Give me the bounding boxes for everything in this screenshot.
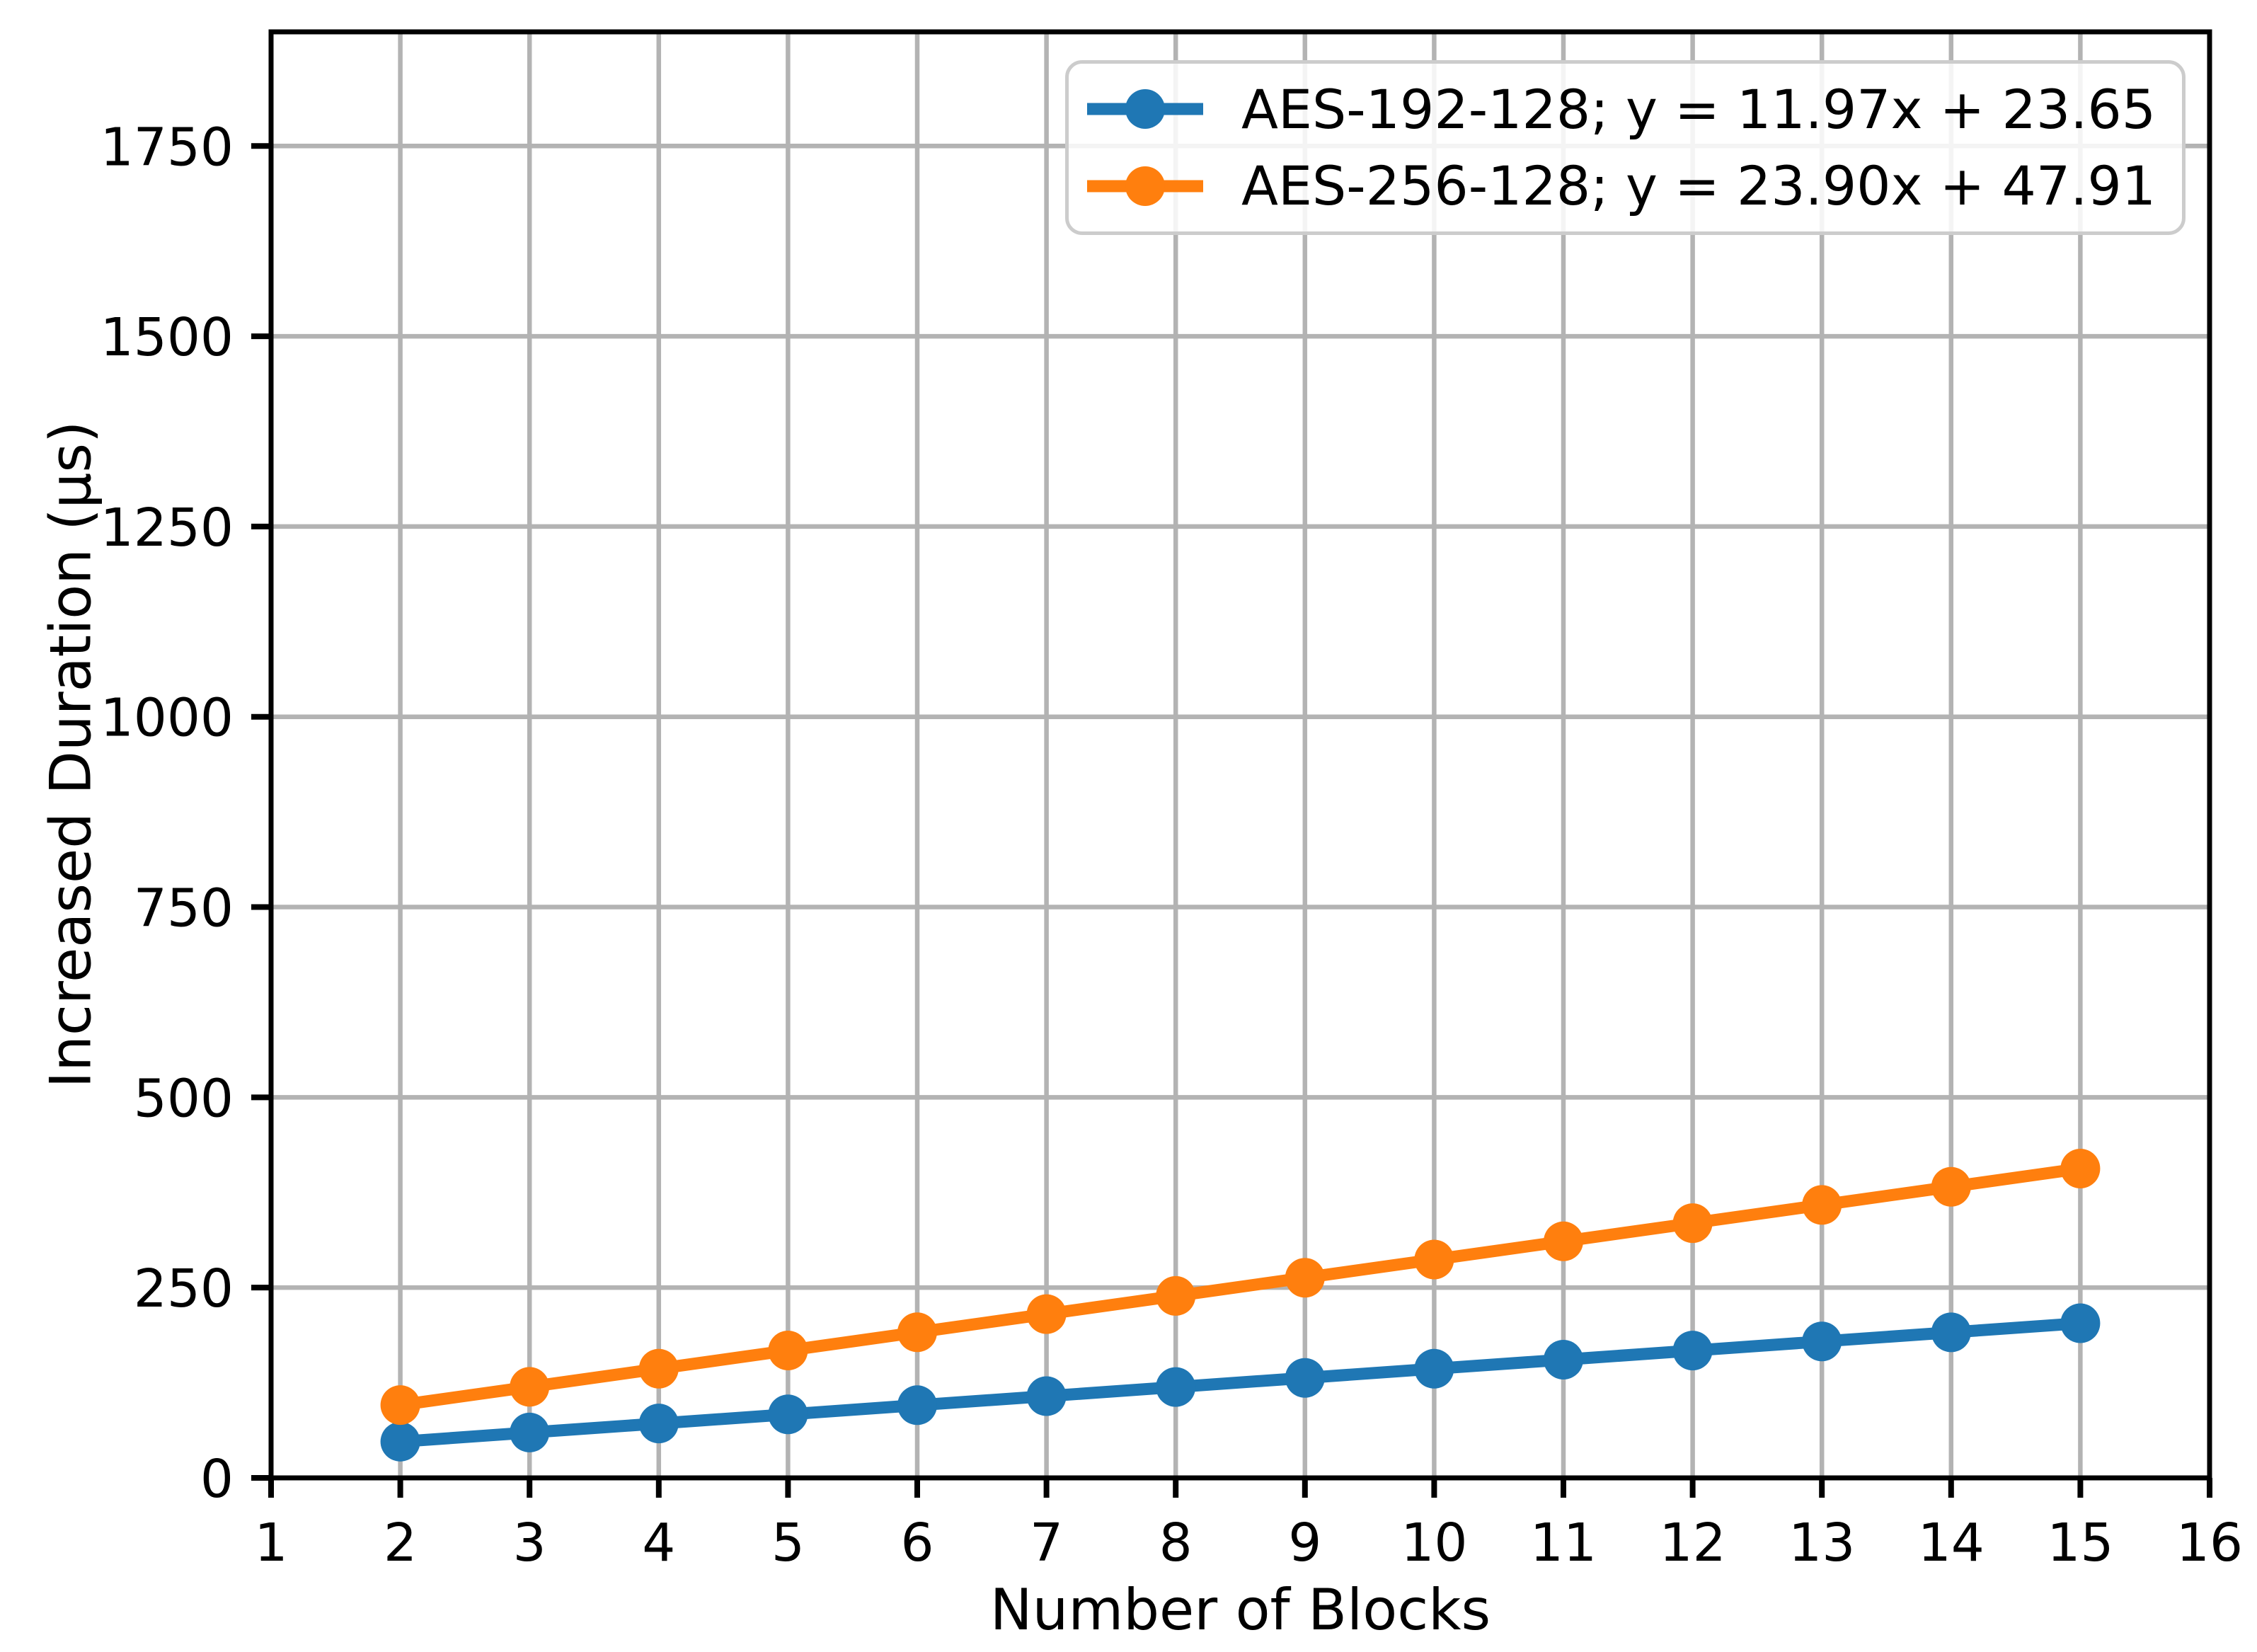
data-point-aes-192-128 xyxy=(380,1421,420,1462)
y-tick-label: 250 xyxy=(134,1258,234,1319)
plot-border xyxy=(268,29,2212,1481)
data-point-aes-256-128 xyxy=(1026,1294,1067,1334)
legend-item: AES-256-128; y = 23.90x + 47.91 xyxy=(1084,154,2182,217)
y-tick-label: 1750 xyxy=(100,117,234,178)
data-point-aes-256-128 xyxy=(1802,1185,1842,1225)
data-point-aes-256-128 xyxy=(1931,1166,1971,1207)
y-axis-title: Increased Duration (µs) xyxy=(38,420,104,1089)
x-tick-label: 4 xyxy=(642,1513,675,1573)
data-point-aes-192-128 xyxy=(1414,1348,1454,1389)
x-tick-label: 14 xyxy=(1918,1513,1985,1573)
data-point-aes-192-128 xyxy=(1802,1321,1842,1362)
x-tick-label: 2 xyxy=(384,1513,417,1573)
x-tick-label: 8 xyxy=(1159,1513,1193,1573)
x-tick-label: 1 xyxy=(254,1513,287,1573)
legend-item: AES-192-128; y = 11.97x + 23.65 xyxy=(1084,78,2182,141)
y-tick-label: 500 xyxy=(134,1068,234,1129)
x-tick-label: 16 xyxy=(2176,1513,2243,1573)
data-point-aes-256-128 xyxy=(510,1367,550,1407)
y-tick-label: 1000 xyxy=(100,688,234,749)
series-line-aes-192-128 xyxy=(400,1317,2081,1448)
data-point-aes-256-128 xyxy=(2060,1149,2101,1189)
x-tick-label: 12 xyxy=(1660,1513,1726,1573)
legend: AES-192-128; y = 11.97x + 23.65 AES-256-… xyxy=(1065,60,2186,235)
data-point-aes-192-128 xyxy=(1156,1367,1196,1407)
data-point-aes-256-128 xyxy=(1156,1275,1196,1316)
y-tick-label: 750 xyxy=(134,878,234,939)
data-point-aes-256-128 xyxy=(768,1331,808,1371)
x-axis-title: Number of Blocks xyxy=(989,1577,1491,1643)
data-point-aes-192-128 xyxy=(638,1404,679,1444)
x-tick-label: 11 xyxy=(1530,1513,1597,1573)
data-point-aes-192-128 xyxy=(2060,1303,2101,1343)
data-point-aes-256-128 xyxy=(380,1385,420,1426)
data-point-aes-256-128 xyxy=(1544,1221,1583,1261)
data-point-aes-256-128 xyxy=(638,1348,679,1389)
data-point-aes-256-128 xyxy=(1414,1239,1454,1280)
data-point-aes-192-128 xyxy=(1672,1331,1713,1371)
x-tick-label: 3 xyxy=(513,1513,546,1573)
legend-line-marker-icon xyxy=(1087,89,1203,130)
data-point-aes-192-128 xyxy=(1285,1358,1325,1398)
x-tick-label: 7 xyxy=(1030,1513,1063,1573)
data-point-aes-192-128 xyxy=(768,1394,808,1435)
data-point-aes-256-128 xyxy=(897,1312,937,1353)
series-line-aes-256-128 xyxy=(399,1162,2081,1411)
y-tick-label: 0 xyxy=(200,1449,234,1510)
data-point-aes-256-128 xyxy=(1672,1203,1713,1244)
x-tick-label: 10 xyxy=(1401,1513,1467,1573)
data-point-aes-256-128 xyxy=(1285,1258,1325,1298)
legend-label: AES-192-128; y = 11.97x + 23.65 xyxy=(1241,77,2157,141)
data-point-aes-192-128 xyxy=(1544,1340,1583,1380)
legend-line-marker-icon xyxy=(1087,166,1203,206)
x-tick-label: 5 xyxy=(771,1513,805,1573)
x-tick-label: 13 xyxy=(1788,1513,1855,1573)
x-tick-label: 6 xyxy=(900,1513,934,1573)
legend-label: AES-256-128; y = 23.90x + 47.91 xyxy=(1241,154,2157,218)
y-tick-label: 1250 xyxy=(100,498,234,558)
y-tick-label: 1500 xyxy=(100,307,234,368)
x-tick-label: 15 xyxy=(2047,1513,2113,1573)
data-point-aes-192-128 xyxy=(897,1385,937,1426)
x-tick-label: 9 xyxy=(1288,1513,1321,1573)
data-point-aes-192-128 xyxy=(1026,1376,1067,1416)
data-point-aes-192-128 xyxy=(1931,1312,1971,1353)
data-point-aes-192-128 xyxy=(510,1412,550,1452)
